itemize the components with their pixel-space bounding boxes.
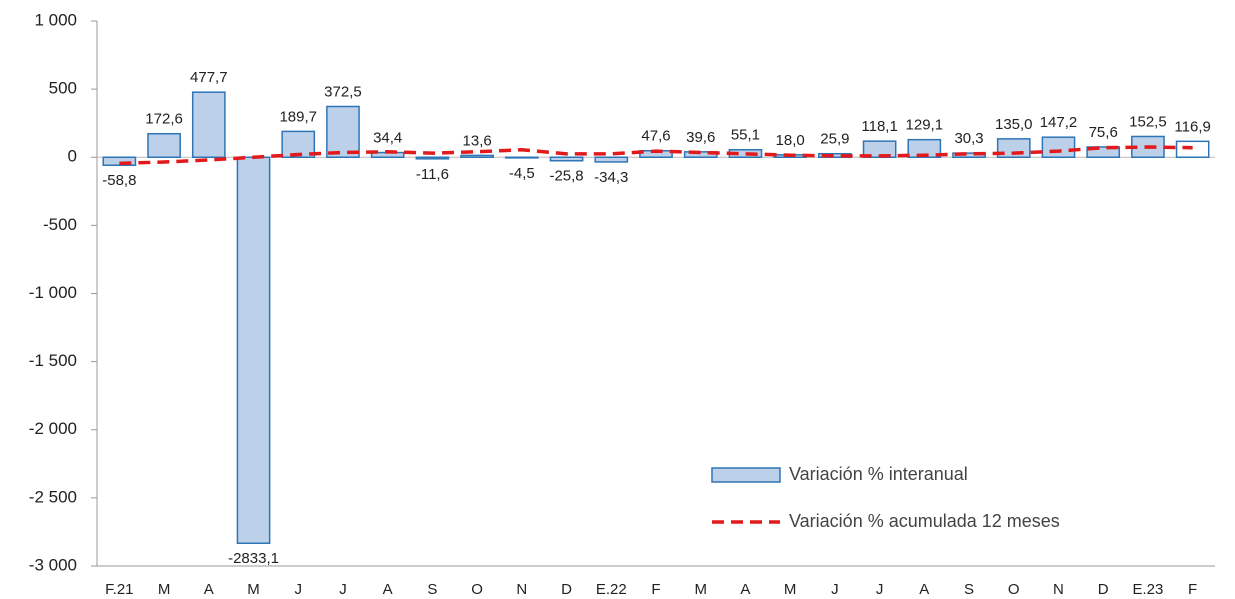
y-tick-label: -1 500 [29, 351, 77, 370]
x-tick-label: J [876, 581, 884, 598]
x-tick-label: J [831, 581, 839, 598]
x-tick-label: A [204, 581, 214, 598]
y-tick-label: 500 [49, 79, 77, 98]
data-label: 13,6 [463, 132, 492, 149]
y-tick-label: -3 000 [29, 555, 77, 574]
bar [415, 156, 450, 160]
bar [236, 156, 271, 545]
x-tick-label: M [784, 581, 797, 598]
data-label: -2833,1 [228, 550, 279, 567]
x-tick-label: E.22 [596, 581, 627, 598]
x-tick-label: D [561, 581, 572, 598]
x-tick-label: M [694, 581, 707, 598]
y-tick-label: -500 [43, 215, 77, 234]
data-label: -34,3 [594, 169, 628, 186]
data-label: 477,7 [190, 69, 228, 86]
data-label: -25,8 [549, 168, 583, 185]
bar [326, 105, 360, 158]
x-tick-label: M [247, 581, 260, 598]
x-tick-label: N [516, 581, 527, 598]
x-tick-label: F [1188, 581, 1197, 598]
bar [147, 132, 181, 158]
bar [191, 91, 226, 158]
x-tick-label: S [427, 581, 437, 598]
legend: Variación % interanual Variación % acumul… [711, 464, 1060, 531]
bar [460, 154, 494, 159]
y-tick-label: -2 500 [29, 487, 77, 506]
x-tick-label: O [1008, 581, 1020, 598]
data-label: 372,5 [324, 83, 362, 100]
y-tick-label: 0 [68, 147, 77, 166]
data-label: 135,0 [995, 116, 1033, 133]
data-label: 39,6 [686, 129, 715, 146]
data-label: -58,8 [102, 172, 136, 189]
line [119, 145, 1193, 166]
x-tick-label: A [740, 581, 750, 598]
data-label: 172,6 [145, 111, 183, 128]
x-tick-label: M [158, 581, 171, 598]
data-label: 75,6 [1089, 124, 1118, 141]
y-tick-label: -1 000 [29, 283, 77, 302]
x-tick-label: F.21 [105, 581, 133, 598]
data-label: 18,0 [776, 132, 805, 149]
legend-label: Variación % acumulada 12 meses [789, 511, 1060, 531]
bar [1041, 136, 1076, 158]
data-label: 30,3 [954, 130, 983, 147]
data-label: 147,2 [1040, 114, 1078, 131]
x-tick-label: J [339, 581, 347, 598]
legend-label: Variación % interanual [789, 464, 968, 484]
x-tick-label: J [294, 581, 302, 598]
bar [1175, 140, 1210, 158]
bar [102, 156, 137, 167]
data-label: -4,5 [509, 165, 535, 182]
y-tick-label: -2 000 [29, 419, 77, 438]
x-tick-label: N [1053, 581, 1064, 598]
x-tick-label: F [651, 581, 660, 598]
x-tick-label: O [471, 581, 483, 598]
data-label: 34,4 [373, 130, 402, 147]
data-label: 116,9 [1174, 118, 1210, 135]
x-tick-label: A [919, 581, 929, 598]
bar [1086, 146, 1121, 158]
x-tick-label: D [1098, 581, 1109, 598]
x-tick-label: E.23 [1132, 581, 1163, 598]
data-label: 152,5 [1129, 113, 1167, 130]
x-tick-label: S [964, 581, 974, 598]
legend-swatch [711, 467, 781, 483]
bar [549, 156, 584, 162]
data-label: 25,9 [820, 131, 849, 148]
data-label: 55,1 [731, 127, 760, 144]
x-tick-label: A [383, 581, 393, 598]
data-label: 129,1 [906, 117, 944, 134]
data-label: -11,6 [416, 166, 449, 183]
data-label: 189,7 [279, 108, 317, 125]
bar [907, 138, 942, 158]
bar [594, 156, 629, 163]
bar [504, 156, 539, 159]
data-label: 118,1 [861, 118, 897, 135]
y-tick-label: 1 000 [34, 10, 77, 29]
data-label: 47,6 [641, 128, 670, 145]
